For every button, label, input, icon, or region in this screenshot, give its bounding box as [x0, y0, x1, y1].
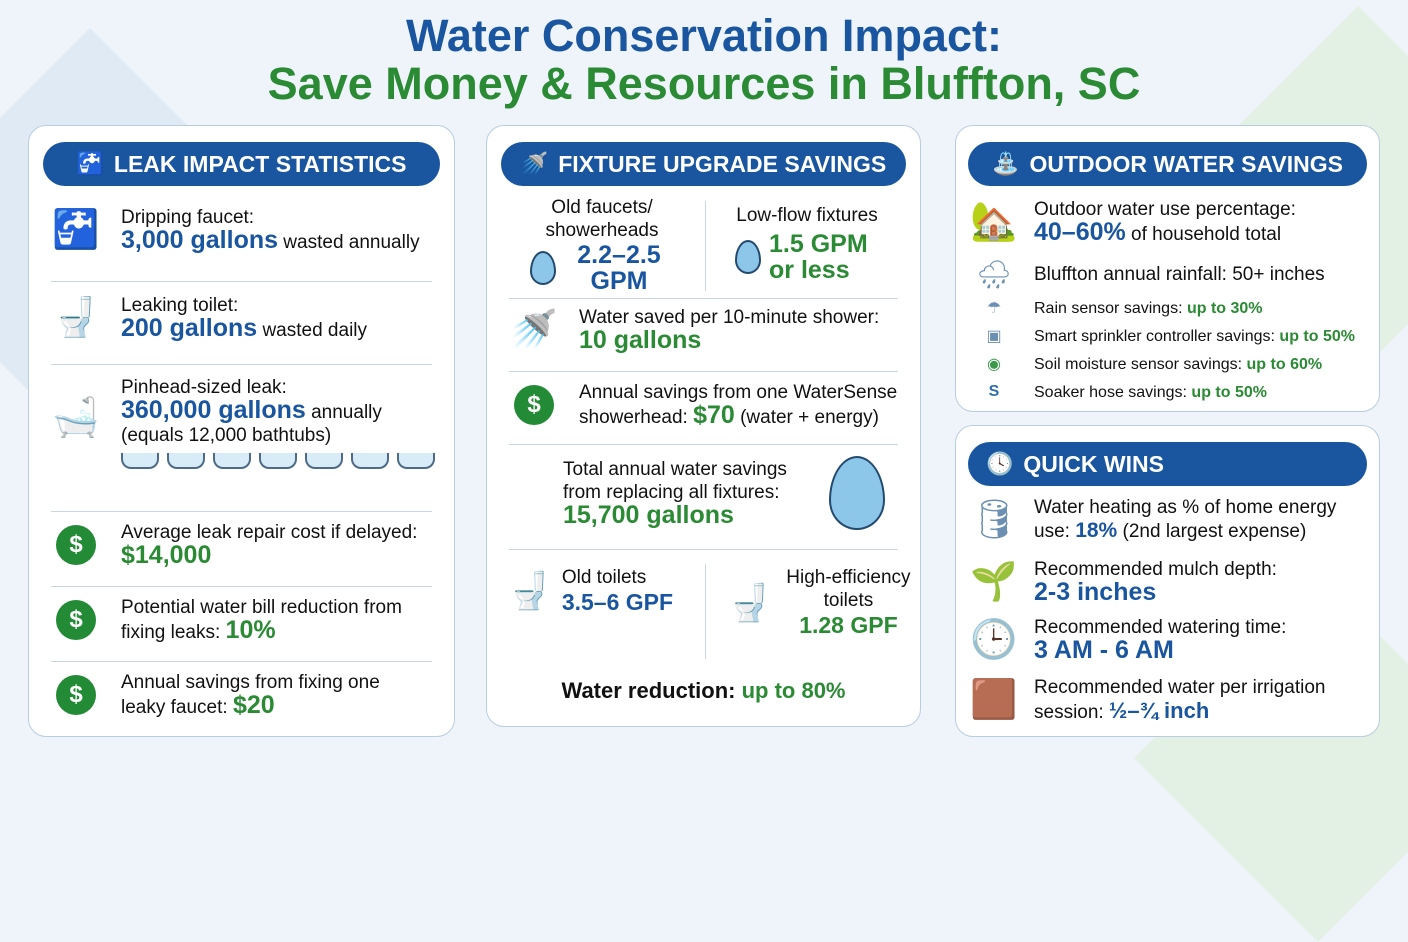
list-item: 🟫 Recommended water per irrigation sessi… [970, 677, 1326, 723]
list-item: ☂ Rain sensor savings: up to 30% [970, 294, 1355, 322]
divider [509, 444, 898, 445]
toilet-icon: 🚽 [507, 570, 552, 611]
shower-icon: 🚿 [520, 151, 549, 176]
list-item: Total annual water savings from replacin… [505, 456, 902, 530]
bathtub-icon [259, 453, 297, 469]
bathtub-icon [305, 453, 343, 469]
hose-icon: S [988, 383, 1000, 400]
water-heater-icon: 🛢 [970, 498, 1019, 541]
dollar-icon: $ [514, 385, 554, 425]
list-item: $ Annual savings from one WaterSense sho… [505, 381, 902, 429]
divider [509, 298, 898, 299]
leak-impact-card: 🚰 LEAK IMPACT STATISTICS 🚰 Dripping fauce… [28, 125, 455, 737]
rain-cloud-icon: 🌧 [976, 259, 1012, 290]
bathtub-icon [121, 453, 159, 469]
water-drop-icon [530, 251, 556, 285]
controller-icon: ▣ [986, 328, 1002, 345]
outdoor-savings-card: ⛲ OUTDOOR WATER SAVINGS 🏡 Outdoor water u… [955, 125, 1380, 412]
bathtub-icon [167, 453, 205, 469]
list-item: 🚿 Water saved per 10-minute shower: 10 ga… [505, 306, 902, 354]
toilet-icon: 🚽 [52, 297, 100, 339]
list-item: S Soaker hose savings: up to 50% [970, 378, 1355, 406]
irrigation-icon: 🟫 [970, 679, 1018, 721]
list-item: $ Annual savings from fixing one leaky f… [47, 671, 436, 719]
dollar-icon: $ [56, 525, 96, 565]
list-item: 🛁 Pinhead-sized leak: 360,000 gallons ann… [47, 376, 436, 469]
bathtub-row [121, 453, 435, 469]
bathtub-icon: 🛁 [52, 397, 100, 439]
fixture-upgrade-card: 🚿 FIXTURE UPGRADE SAVINGS Old faucets/ sh… [486, 125, 921, 727]
divider [705, 201, 706, 291]
divider [509, 371, 898, 372]
rain-cloud-icon: ☂ [986, 300, 1002, 317]
sprinkler-icon: ⛲ [992, 151, 1020, 176]
water-drop-icon [829, 456, 885, 530]
divider [51, 661, 432, 662]
list-item: ▣ Smart sprinkler controller savings: up … [970, 322, 1355, 350]
he-toilet-stat: 🚽 High-efficiency toilets 1.28 GPF [727, 567, 911, 638]
list-item: 🚰 Dripping faucet: 3,000 gallons wasted a… [47, 206, 436, 254]
section-header: 🚿 FIXTURE UPGRADE SAVINGS [501, 142, 906, 186]
showerhead-icon: 🚿 [510, 309, 558, 351]
clock-moon-icon: 🕒 [970, 619, 1018, 661]
clock-icon: 🕓 [986, 451, 1014, 476]
list-item: 🛢 Water heating as % of home energy use:… [970, 497, 1337, 542]
bathtub-icon [213, 453, 251, 469]
list-item: ◉ Soil moisture sensor savings: up to 60% [970, 350, 1355, 378]
dollar-icon: $ [56, 675, 96, 715]
bathtub-icon [351, 453, 389, 469]
divider [51, 281, 432, 282]
section-header: 🚰 LEAK IMPACT STATISTICS [43, 142, 440, 186]
quick-wins-card: 🕓 QUICK WINS 🛢 Water heating as % of home… [955, 425, 1380, 737]
list-item: 🚽 Leaking toilet: 200 gallons wasted dail… [47, 294, 436, 342]
house-icon: 🏡 [970, 201, 1018, 243]
outdoor-list: ☂ Rain sensor savings: up to 30% ▣ Smart s… [970, 294, 1355, 406]
low-flow-stat: Low-flow fixtures 1.5 GPM or less [735, 205, 878, 284]
divider [705, 564, 706, 659]
divider [51, 364, 432, 365]
section-header: 🕓 QUICK WINS [968, 442, 1367, 486]
divider [51, 511, 432, 512]
water-reduction: Water reduction: up to 80% [561, 678, 846, 703]
list-item: 🌧 Bluffton annual rainfall: 50+ inches [970, 258, 1361, 291]
toilet-icon: 🚽 [727, 581, 772, 623]
faucet-icon: 🚰 [52, 209, 100, 251]
divider [509, 549, 898, 550]
list-item: 🕒 Recommended watering time: 3 AM - 6 AM [970, 617, 1287, 664]
dollar-icon: $ [56, 600, 96, 640]
mulch-icon: 🌱 [970, 561, 1018, 603]
list-item: 🌱 Recommended mulch depth: 2-3 inches [970, 559, 1277, 606]
list-item: $ Potential water bill reduction from fi… [47, 596, 436, 644]
divider [51, 586, 432, 587]
list-item: 🏡 Outdoor water use percentage: 40–60% of… [970, 199, 1296, 246]
old-fixture-stat: Old faucets/ showerheads 2.2–2.5 GPM [507, 196, 697, 294]
list-item: $ Average leak repair cost if delayed: $1… [47, 521, 436, 569]
faucet-icon: 🚰 [76, 151, 104, 176]
old-toilet-stat: 🚽 Old toilets 3.5–6 GPF [507, 567, 674, 615]
sensor-icon: ◉ [987, 356, 1001, 373]
bathtub-icon [397, 453, 435, 469]
page-title: Water Conservation Impact: Save Money & … [267, 10, 1141, 109]
water-drop-icon [735, 240, 761, 274]
section-header: ⛲ OUTDOOR WATER SAVINGS [968, 142, 1367, 186]
